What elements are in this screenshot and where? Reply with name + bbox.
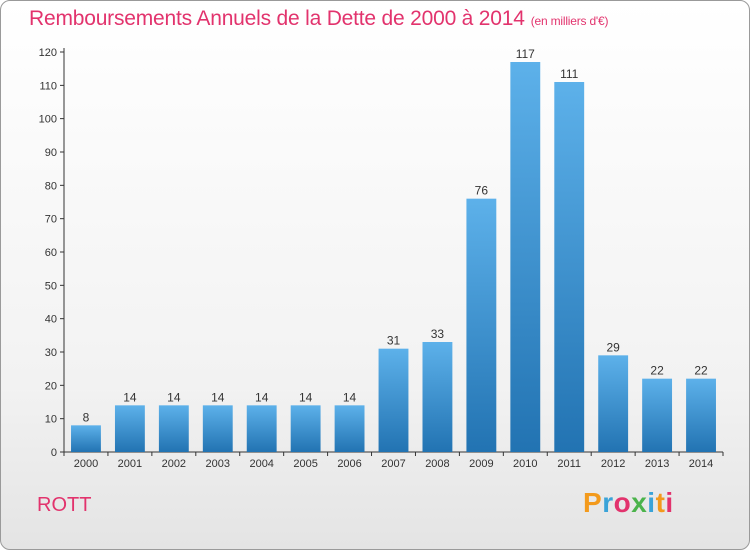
x-tick-label: 2012 xyxy=(601,458,625,470)
x-tick-label: 2000 xyxy=(74,458,98,470)
bar-value-label: 22 xyxy=(650,364,664,378)
y-tick-label: 0 xyxy=(51,447,57,459)
chart-unit: (en milliers d'€) xyxy=(530,14,609,28)
bar-value-label: 14 xyxy=(167,390,181,404)
proxiti-logo[interactable]: Proxiti xyxy=(583,487,674,519)
x-tick-label: 2011 xyxy=(557,458,581,470)
bar-2003[interactable] xyxy=(202,405,233,452)
y-tick-label: 60 xyxy=(45,247,57,259)
x-tick-label: 2013 xyxy=(645,458,669,470)
bar-2009[interactable] xyxy=(466,198,497,452)
bar-2004[interactable] xyxy=(246,405,277,452)
x-tick-label: 2003 xyxy=(206,458,230,470)
y-tick-label: 110 xyxy=(39,80,57,92)
bar-value-label: 22 xyxy=(694,364,708,378)
x-tick-label: 2007 xyxy=(381,458,405,470)
bar-2013[interactable] xyxy=(642,378,673,452)
x-tick-label: 2006 xyxy=(337,458,361,470)
x-tick-label: 2014 xyxy=(689,458,713,470)
bar-2011[interactable] xyxy=(554,82,585,452)
x-tick-label: 2008 xyxy=(425,458,449,470)
x-tick-label: 2002 xyxy=(162,458,186,470)
x-tick-label: 2005 xyxy=(293,458,317,470)
logo-letter: t xyxy=(655,487,666,518)
logo-letter: r xyxy=(602,487,614,518)
logo-letter: x xyxy=(631,487,648,518)
bar-value-label: 117 xyxy=(516,47,535,61)
y-tick-label: 90 xyxy=(45,147,57,159)
x-tick-label: 2004 xyxy=(249,458,273,470)
logo-letter: i xyxy=(665,487,674,518)
bar-value-label: 76 xyxy=(475,184,489,198)
bar-value-label: 14 xyxy=(255,390,269,404)
logo-letter: P xyxy=(583,487,603,518)
y-tick-label: 10 xyxy=(45,414,57,426)
logo-letter: i xyxy=(647,487,656,518)
y-tick-label: 70 xyxy=(45,214,57,226)
city-name: ROTT xyxy=(37,494,92,516)
x-tick-label: 2001 xyxy=(118,458,142,470)
bar-2002[interactable] xyxy=(158,405,189,452)
y-tick-label: 50 xyxy=(45,280,57,292)
chart-title-text: Remboursements Annuels de la Dette de 20… xyxy=(29,7,525,30)
x-tick-label: 2010 xyxy=(513,458,537,470)
bar-value-label: 14 xyxy=(343,390,357,404)
bar-value-label: 14 xyxy=(299,390,313,404)
bar-value-label: 111 xyxy=(560,67,579,81)
bar-2012[interactable] xyxy=(598,355,629,452)
y-tick-label: 120 xyxy=(39,47,57,59)
x-tick-label: 2009 xyxy=(469,458,493,470)
y-tick-label: 100 xyxy=(39,114,57,126)
bar-value-label: 14 xyxy=(123,390,137,404)
bar-value-label: 8 xyxy=(83,410,90,424)
bar-2006[interactable] xyxy=(334,405,365,452)
bar-value-label: 29 xyxy=(606,340,620,354)
bar-value-label: 33 xyxy=(431,327,445,341)
bar-value-label: 31 xyxy=(387,334,401,348)
bar-2005[interactable] xyxy=(290,405,321,452)
bar-2014[interactable] xyxy=(686,378,716,452)
y-tick-label: 20 xyxy=(45,380,57,392)
bar-2000[interactable] xyxy=(71,425,101,452)
logo-letter: o xyxy=(613,487,632,518)
bar-2007[interactable] xyxy=(378,348,409,452)
bar-2010[interactable] xyxy=(510,62,541,452)
y-tick-label: 40 xyxy=(45,314,57,326)
chart-title: Remboursements Annuels de la Dette de 20… xyxy=(29,7,608,31)
bar-value-label: 14 xyxy=(211,390,225,404)
bar-2001[interactable] xyxy=(114,405,145,452)
y-tick-label: 80 xyxy=(45,180,57,192)
y-tick-label: 30 xyxy=(45,347,57,359)
bar-2008[interactable] xyxy=(422,342,453,452)
